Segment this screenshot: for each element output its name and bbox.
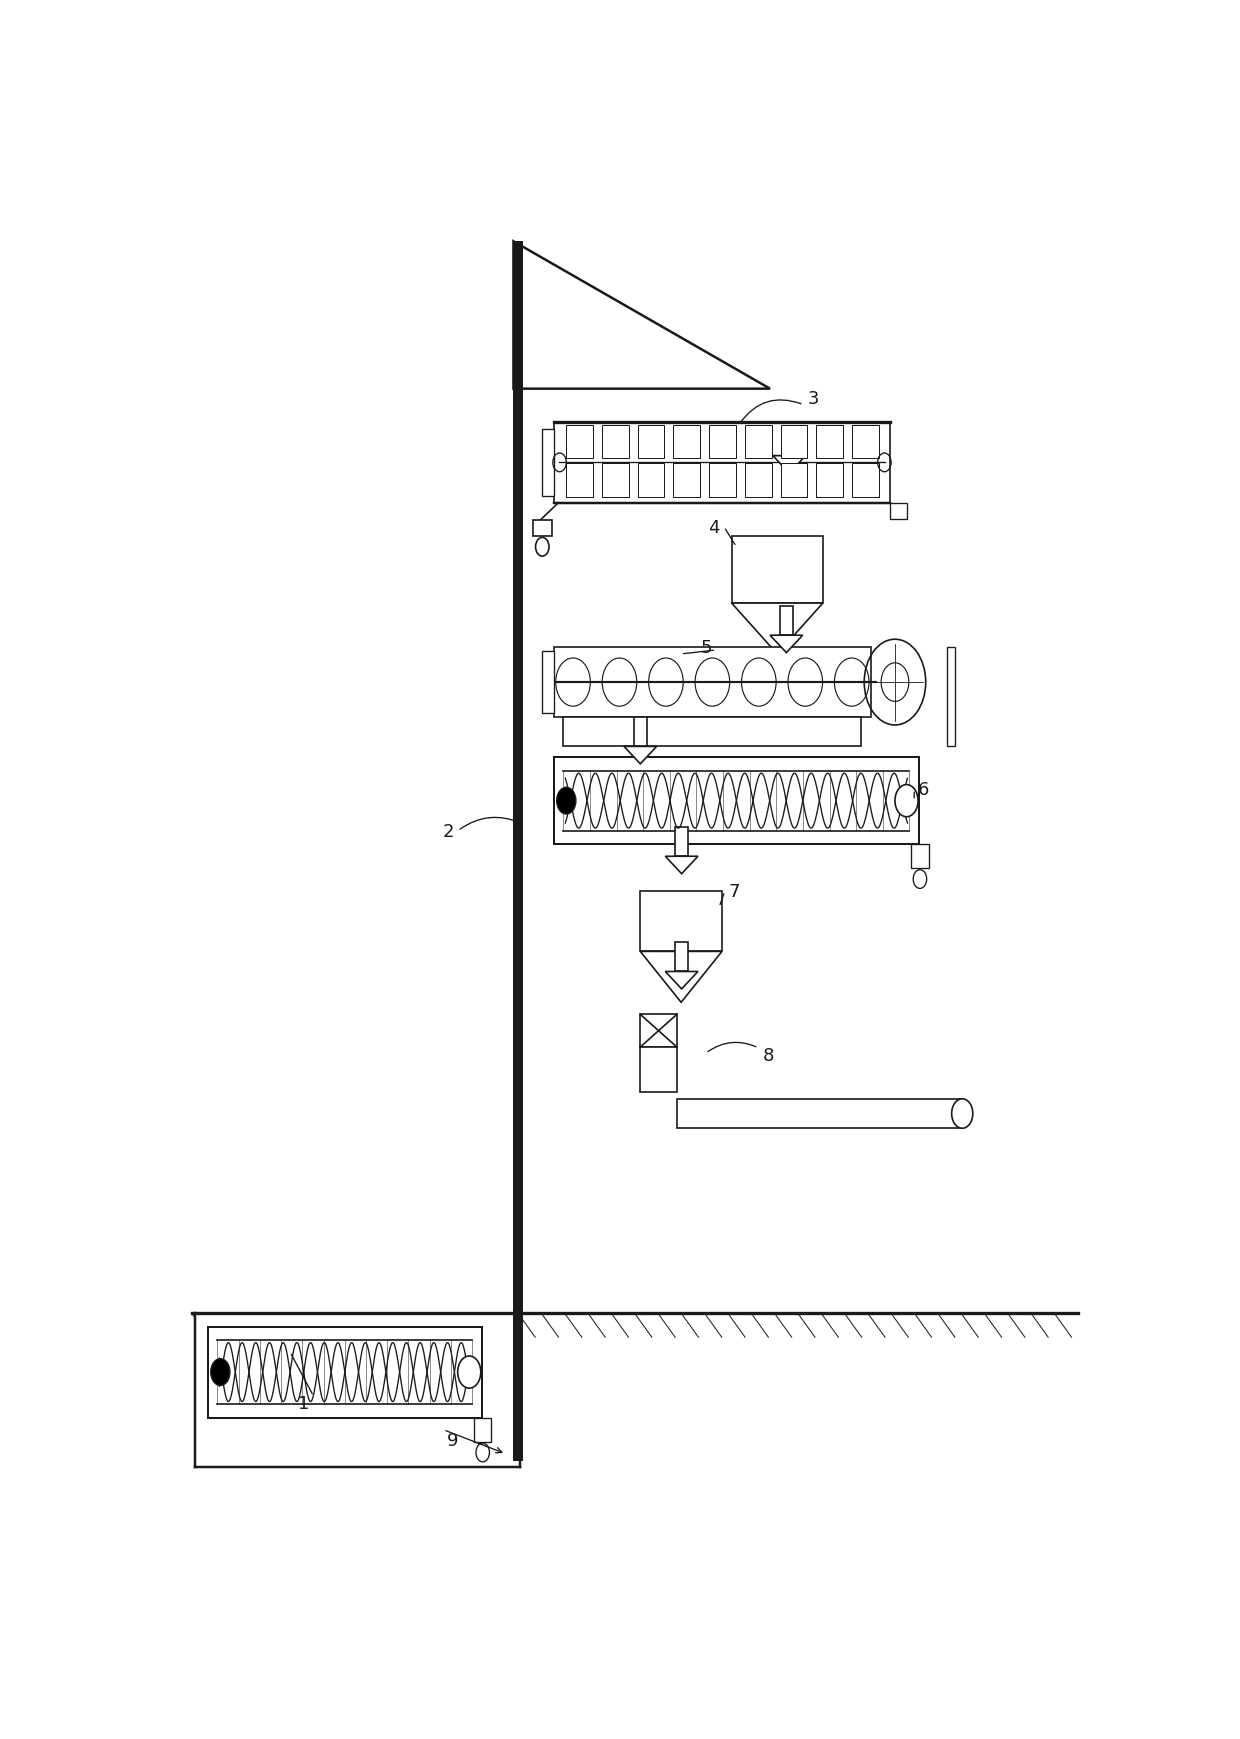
Circle shape	[458, 1356, 481, 1388]
Text: 8: 8	[763, 1045, 774, 1064]
Bar	[563, 718, 862, 748]
Text: 1: 1	[299, 1395, 310, 1412]
Text: 7: 7	[729, 883, 740, 901]
Bar	[208, 1327, 481, 1417]
Circle shape	[211, 1358, 229, 1386]
Polygon shape	[513, 242, 770, 390]
Text: 4: 4	[708, 518, 720, 536]
Bar	[554, 423, 890, 503]
Circle shape	[895, 784, 918, 817]
Polygon shape	[666, 857, 698, 875]
Bar	[781, 464, 807, 497]
Bar	[852, 464, 879, 497]
Text: 9: 9	[448, 1431, 459, 1450]
Bar	[673, 426, 701, 459]
Bar	[542, 430, 554, 497]
Text: 2: 2	[443, 823, 454, 840]
Polygon shape	[773, 456, 806, 473]
Bar	[533, 520, 552, 537]
Bar	[816, 464, 843, 497]
Text: 5: 5	[701, 638, 712, 657]
Polygon shape	[624, 748, 657, 765]
Bar	[709, 426, 735, 459]
Bar	[513, 242, 523, 1461]
Bar	[637, 464, 665, 497]
Bar	[634, 718, 647, 748]
Bar	[745, 464, 771, 497]
Bar	[852, 426, 879, 459]
Bar	[675, 943, 688, 972]
Bar	[677, 1099, 962, 1129]
Bar	[911, 845, 929, 870]
Bar	[673, 464, 701, 497]
Bar	[601, 426, 629, 459]
Circle shape	[557, 788, 575, 814]
Bar	[640, 1016, 677, 1047]
Text: 3: 3	[807, 390, 820, 409]
Bar	[709, 464, 735, 497]
Bar	[601, 464, 629, 497]
Bar	[637, 426, 665, 459]
Bar	[816, 426, 843, 459]
Polygon shape	[732, 603, 823, 654]
Polygon shape	[770, 636, 802, 654]
Polygon shape	[666, 972, 698, 989]
Polygon shape	[640, 951, 722, 1003]
Bar	[640, 1047, 677, 1092]
Bar	[782, 428, 796, 456]
Bar	[947, 649, 955, 748]
Bar	[640, 892, 722, 951]
Bar	[554, 649, 870, 718]
Bar	[675, 828, 688, 857]
Bar	[474, 1417, 491, 1442]
Bar	[890, 503, 908, 520]
Bar	[554, 758, 919, 845]
Bar	[565, 426, 593, 459]
Bar	[732, 537, 823, 603]
Bar	[542, 652, 554, 713]
Circle shape	[913, 870, 926, 889]
Bar	[781, 426, 807, 459]
Circle shape	[476, 1443, 490, 1462]
Bar	[745, 426, 771, 459]
Bar	[565, 464, 593, 497]
Bar	[196, 1313, 521, 1468]
Text: 6: 6	[918, 781, 930, 798]
Bar	[780, 607, 794, 636]
Circle shape	[951, 1099, 973, 1129]
